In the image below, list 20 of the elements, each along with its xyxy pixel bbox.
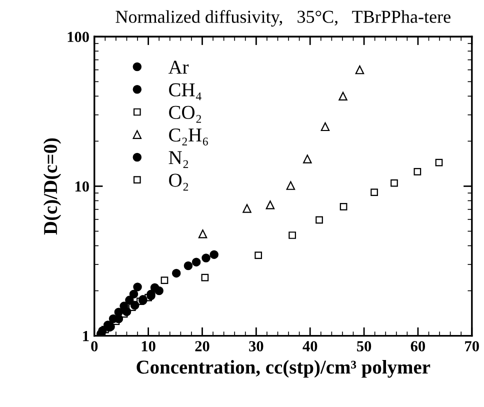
legend-label: Ar — [168, 60, 189, 74]
x-tick-label: 20 — [195, 341, 210, 352]
legend-label: C₂H₆ — [169, 128, 208, 146]
y-tick-label: 1 — [83, 330, 89, 342]
y-axis-title: D(c)/D(c=0) — [43, 138, 62, 235]
x-tick-label: 50 — [357, 341, 372, 352]
legend-label: N₂ — [168, 151, 188, 168]
x-tick-label: 0 — [91, 341, 98, 352]
x-tick-label: 70 — [465, 341, 479, 352]
y-tick-label: 10 — [75, 181, 89, 192]
y-tick-label: 100 — [68, 32, 89, 42]
chart-title: Normalized diffusivity, 35°C, TBrPPha-tere — [116, 10, 450, 27]
x-tick-label: 30 — [249, 341, 264, 352]
legend-label: CH₄ — [169, 83, 202, 100]
x-tick-label: 10 — [142, 341, 156, 352]
x-tick-label: 40 — [302, 341, 318, 352]
legend-label: O₂ — [169, 174, 188, 191]
legend-label: CO₂ — [169, 106, 202, 123]
x-axis-title: Concentration, cc(stp)/cm³ polymer — [136, 360, 430, 378]
x-tick-label: 60 — [410, 341, 426, 352]
